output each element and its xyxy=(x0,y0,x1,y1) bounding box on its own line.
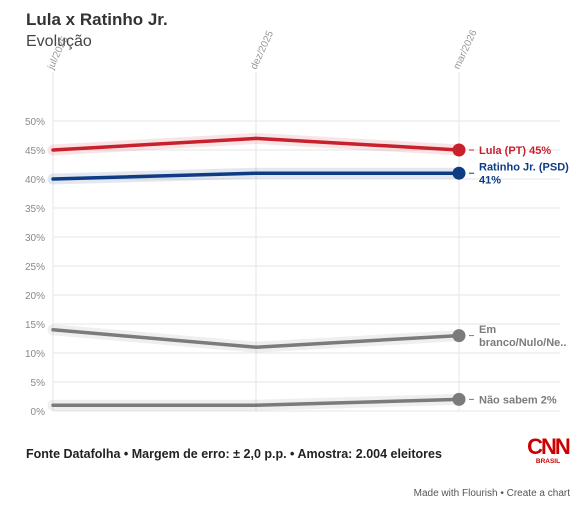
create-chart-link[interactable]: Create a chart xyxy=(506,488,570,499)
x-tick-label: mar/2026 xyxy=(452,28,480,71)
series-line xyxy=(51,136,461,152)
y-tick-label: 5% xyxy=(31,378,46,389)
series-end-label: Não sabem 2% xyxy=(479,394,557,406)
y-tick-label: 0% xyxy=(31,407,46,418)
logo-main-text: CNN xyxy=(527,434,571,459)
x-tick-label: dez/2025 xyxy=(249,29,277,71)
series-end-point xyxy=(452,166,466,180)
series-end-label: Ratinho Jr. (PSD) xyxy=(479,162,569,174)
series-line xyxy=(51,328,461,349)
series-end-point xyxy=(452,143,466,157)
y-tick-label: 10% xyxy=(25,349,45,360)
cnn-brasil-logo: CNN BRASIL xyxy=(526,434,571,466)
source-note: Fonte Datafolha • Margem de erro: ± 2,0 … xyxy=(26,447,442,461)
series-end-label: Lula (PT) 45% xyxy=(479,145,551,157)
series-end-point xyxy=(452,392,466,406)
x-tick-label: jul/2025 xyxy=(45,34,70,72)
y-tick-label: 40% xyxy=(25,175,45,186)
flourish-credit: Made with Flourish • Create a chart xyxy=(414,488,570,499)
series-end-point xyxy=(452,329,466,343)
series-end-label: 41% xyxy=(479,175,501,187)
y-tick-label: 30% xyxy=(25,233,45,244)
y-tick-label: 50% xyxy=(25,117,45,128)
credit-separator: • xyxy=(497,488,507,499)
made-with-flourish-link[interactable]: Made with Flourish xyxy=(413,488,498,499)
series-end-label: Em xyxy=(479,324,496,336)
series-line xyxy=(51,171,461,181)
chart-subtitle: Evolução xyxy=(26,33,92,50)
y-tick-label: 15% xyxy=(25,320,45,331)
series-line xyxy=(51,397,461,407)
y-tick-label: 45% xyxy=(25,146,45,157)
logo-sub-text: BRASIL xyxy=(535,458,561,465)
y-tick-label: 25% xyxy=(25,262,45,273)
y-tick-label: 20% xyxy=(25,291,45,302)
chart-title: Lula x Ratinho Jr. xyxy=(26,10,168,29)
y-tick-label: 35% xyxy=(25,204,45,215)
series-end-label: branco/Nulo/Ne.. xyxy=(479,337,566,349)
line-chart: 0% 5% 10% 15% 20% 25% 30% 35% 40% 45% 50% jul/2025 d… xyxy=(25,28,569,418)
